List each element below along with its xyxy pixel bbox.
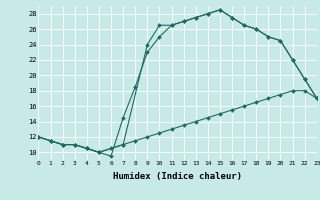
X-axis label: Humidex (Indice chaleur): Humidex (Indice chaleur): [113, 172, 242, 181]
